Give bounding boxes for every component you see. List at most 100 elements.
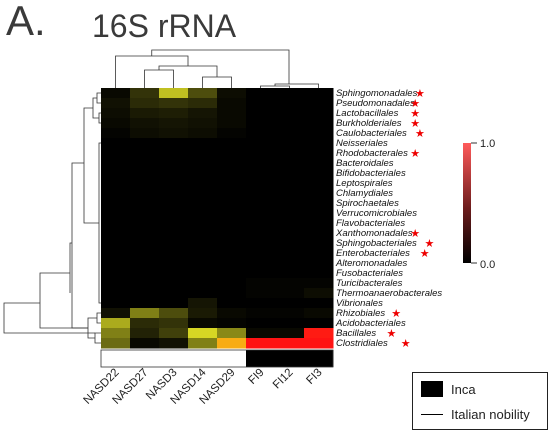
heatmap-cell bbox=[159, 148, 189, 159]
group-cell bbox=[101, 350, 131, 367]
heatmap-cell bbox=[159, 128, 189, 139]
heatmap-cell bbox=[159, 238, 189, 249]
row-label: Rhodobacterales bbox=[336, 148, 408, 159]
heatmap-cell bbox=[130, 288, 160, 299]
group-cell bbox=[217, 350, 247, 367]
column-label: FI3 bbox=[304, 367, 324, 387]
heatmap-cell bbox=[246, 148, 276, 159]
heatmap-cell bbox=[246, 258, 276, 269]
heatmap-cell bbox=[159, 298, 189, 309]
heatmap-cell bbox=[101, 118, 131, 129]
star-icon: ★ bbox=[420, 247, 430, 260]
heatmap-cell bbox=[101, 278, 131, 289]
heatmap-cell bbox=[304, 318, 334, 329]
heatmap-cell bbox=[188, 158, 218, 169]
heatmap-cell bbox=[130, 188, 160, 199]
row-label: Lactobacillales bbox=[336, 108, 399, 119]
row-label: Neisseriales bbox=[336, 138, 388, 149]
star-icon: ★ bbox=[391, 307, 401, 320]
heatmap-cell bbox=[188, 148, 218, 159]
heatmap-cell bbox=[217, 148, 247, 159]
heatmap-cell bbox=[130, 108, 160, 119]
heatmap-cell bbox=[217, 248, 247, 259]
heatmap-cell bbox=[275, 238, 305, 249]
heatmap-cell bbox=[275, 318, 305, 329]
heatmap-cell bbox=[246, 158, 276, 169]
legend-swatch-black bbox=[421, 381, 443, 397]
heatmap-cell bbox=[246, 88, 276, 99]
group-cell bbox=[275, 350, 305, 367]
heatmap-cell bbox=[188, 138, 218, 149]
heatmap-cell bbox=[275, 298, 305, 309]
row-label: Burkholderiales bbox=[336, 118, 402, 129]
heatmap-cell bbox=[159, 198, 189, 209]
row-label: Turicibacterales bbox=[336, 278, 403, 289]
heatmap-cell bbox=[275, 288, 305, 299]
heatmap-cell bbox=[101, 258, 131, 269]
heatmap-cell bbox=[130, 208, 160, 219]
heatmap-cell bbox=[246, 328, 276, 339]
heatmap-cell bbox=[130, 318, 160, 329]
heatmap-cell bbox=[304, 258, 334, 269]
color-scale-bar: 1.0 0.0 bbox=[463, 138, 495, 271]
heatmap-cell bbox=[304, 188, 334, 199]
row-label: Verrucomicrobiales bbox=[336, 208, 417, 219]
heatmap-cell bbox=[217, 88, 247, 99]
heatmap-cell bbox=[188, 188, 218, 199]
heatmap-cell bbox=[275, 328, 305, 339]
heatmap-cell bbox=[130, 298, 160, 309]
heatmap-cell bbox=[304, 198, 334, 209]
heatmap-cell bbox=[188, 338, 218, 349]
heatmap-cell bbox=[304, 168, 334, 179]
star-icon: ★ bbox=[401, 337, 411, 350]
heatmap-cell bbox=[246, 208, 276, 219]
heatmap-cell bbox=[217, 218, 247, 229]
heatmap-cell bbox=[159, 308, 189, 319]
heatmap-cell bbox=[275, 228, 305, 239]
heatmap-cell bbox=[246, 248, 276, 259]
heatmap-cell bbox=[275, 118, 305, 129]
heatmap-cell bbox=[130, 258, 160, 269]
heatmap-cell bbox=[304, 88, 334, 99]
heatmap-cell bbox=[188, 248, 218, 259]
heatmap-cell bbox=[101, 98, 131, 109]
heatmap-cell bbox=[159, 268, 189, 279]
heatmap-cell bbox=[159, 178, 189, 189]
heatmap-cell bbox=[304, 228, 334, 239]
heatmap-cell bbox=[101, 178, 131, 189]
heatmap-cell bbox=[304, 98, 334, 109]
heatmap-cell bbox=[275, 268, 305, 279]
heatmap-cell bbox=[246, 168, 276, 179]
heatmap-cell bbox=[304, 328, 334, 339]
heatmap-cell bbox=[130, 278, 160, 289]
heatmap-cell bbox=[159, 158, 189, 169]
heatmap-cell bbox=[101, 328, 131, 339]
heatmap-cell bbox=[101, 268, 131, 279]
heatmap-cell bbox=[246, 118, 276, 129]
heatmap-cell bbox=[159, 218, 189, 229]
star-icon: ★ bbox=[410, 147, 420, 160]
heatmap-cell bbox=[246, 238, 276, 249]
heatmap-cell bbox=[246, 288, 276, 299]
heatmap-cell bbox=[246, 298, 276, 309]
legend-item-italian-nobility: Italian nobility bbox=[421, 407, 530, 422]
heatmap-cell bbox=[275, 208, 305, 219]
heatmap-cell bbox=[217, 98, 247, 109]
heatmap-cell bbox=[130, 308, 160, 319]
color-scale-min: 0.0 bbox=[480, 259, 495, 271]
heatmap-cell bbox=[188, 88, 218, 99]
heatmap-cell bbox=[275, 198, 305, 209]
heatmap-cell bbox=[275, 338, 305, 349]
heatmap-cell bbox=[159, 228, 189, 239]
heatmap-cell bbox=[217, 178, 247, 189]
heatmap-cell bbox=[275, 148, 305, 159]
column-dendrogram bbox=[115, 49, 319, 88]
chart-title: 16S rRNA bbox=[92, 8, 237, 44]
group-cell bbox=[159, 350, 189, 367]
heatmap-cell bbox=[130, 128, 160, 139]
heatmap-cell bbox=[217, 188, 247, 199]
heatmap-cell bbox=[275, 108, 305, 119]
row-label: Rhizobiales bbox=[336, 308, 385, 319]
heatmap-cell bbox=[246, 268, 276, 279]
heatmap-cell bbox=[101, 298, 131, 309]
